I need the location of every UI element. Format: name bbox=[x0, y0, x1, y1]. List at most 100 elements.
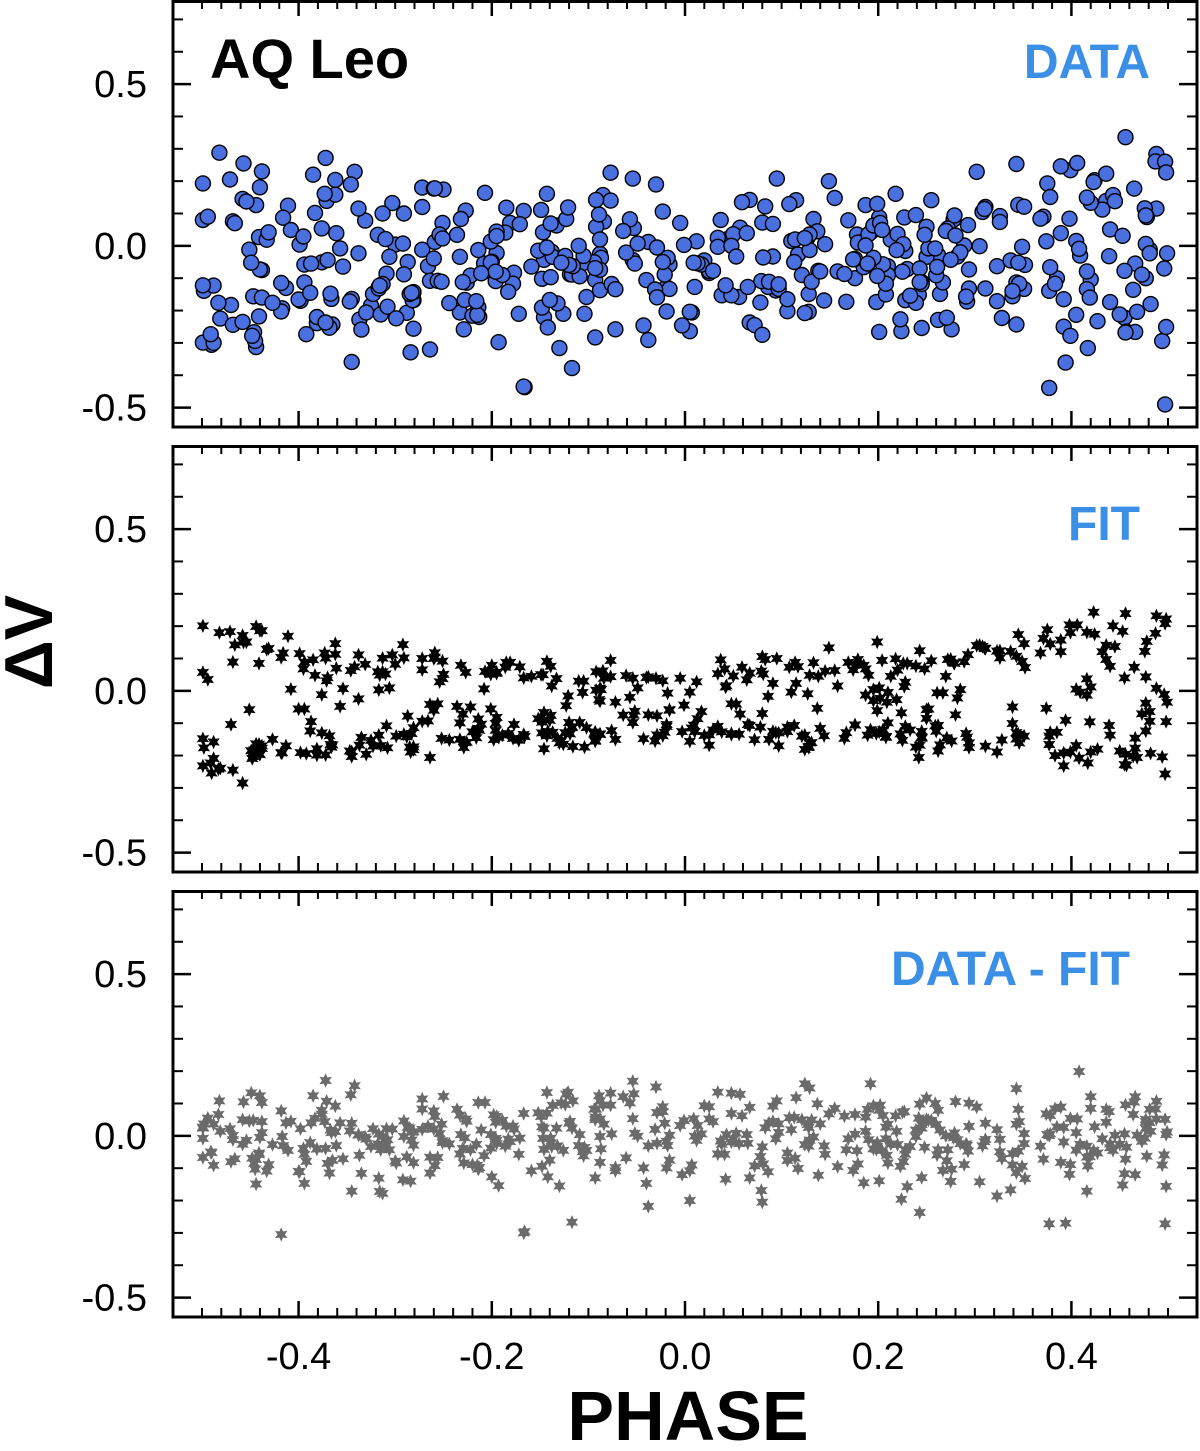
data-point bbox=[1010, 254, 1027, 271]
data-point bbox=[407, 1138, 420, 1153]
data-point bbox=[1157, 1147, 1171, 1163]
data-point bbox=[358, 304, 375, 321]
data-point bbox=[1050, 1119, 1064, 1134]
data-point bbox=[602, 192, 619, 209]
data-point bbox=[840, 212, 857, 229]
data-point bbox=[609, 695, 622, 710]
data-point bbox=[1128, 1089, 1142, 1104]
data-point bbox=[1043, 1216, 1056, 1231]
data-point bbox=[976, 1138, 989, 1154]
data-point bbox=[1159, 611, 1173, 627]
data-point bbox=[660, 1160, 673, 1176]
data-point bbox=[512, 1147, 526, 1162]
data-point bbox=[512, 733, 526, 748]
data-point bbox=[743, 665, 756, 681]
data-point bbox=[517, 1106, 530, 1121]
data-point bbox=[500, 283, 517, 300]
data-point bbox=[663, 1152, 676, 1168]
data-point bbox=[1012, 1102, 1025, 1117]
data-point bbox=[872, 680, 886, 696]
data-point bbox=[957, 288, 975, 305]
data-point bbox=[960, 261, 978, 278]
data-point bbox=[803, 668, 816, 683]
data-point bbox=[1118, 670, 1131, 686]
data-point bbox=[718, 661, 731, 677]
data-point bbox=[1072, 1064, 1086, 1079]
data-point bbox=[473, 265, 490, 282]
data-point bbox=[1040, 379, 1058, 397]
data-point bbox=[194, 277, 212, 294]
data-point bbox=[555, 733, 568, 748]
data-point bbox=[425, 250, 442, 267]
data-point bbox=[477, 1148, 491, 1163]
data-point bbox=[859, 1109, 872, 1125]
data-point bbox=[274, 209, 292, 226]
data-point bbox=[253, 163, 271, 180]
data-point bbox=[499, 1139, 512, 1154]
data-point bbox=[990, 1122, 1004, 1137]
data-point bbox=[534, 1109, 548, 1124]
data-point bbox=[313, 220, 330, 237]
data-point bbox=[761, 1164, 775, 1179]
data-point bbox=[1144, 746, 1157, 761]
data-point bbox=[298, 1176, 311, 1191]
data-point bbox=[890, 1124, 903, 1139]
data-point bbox=[565, 1215, 579, 1230]
data-point bbox=[887, 185, 904, 203]
data-point bbox=[1006, 716, 1019, 731]
data-point bbox=[1073, 1137, 1087, 1152]
data-point bbox=[791, 1161, 805, 1176]
data-point bbox=[1059, 1216, 1072, 1231]
data-point bbox=[407, 720, 420, 735]
data-point bbox=[931, 1103, 945, 1118]
data-point bbox=[266, 1137, 279, 1152]
data-point bbox=[1018, 660, 1032, 675]
data-point bbox=[435, 731, 448, 746]
data-point bbox=[757, 1156, 770, 1172]
x-tick-label: -0.4 bbox=[266, 1336, 331, 1378]
data-point bbox=[922, 701, 935, 717]
data-point bbox=[379, 1139, 392, 1154]
data-point bbox=[478, 664, 492, 679]
data-point bbox=[226, 214, 244, 232]
data-point bbox=[593, 1093, 607, 1109]
data-point bbox=[609, 1160, 622, 1175]
data-point bbox=[1139, 669, 1152, 685]
data-point bbox=[436, 671, 449, 686]
data-point bbox=[787, 718, 801, 733]
data-point bbox=[223, 624, 237, 639]
data-point bbox=[1158, 766, 1172, 782]
data-point bbox=[298, 701, 311, 717]
data-point bbox=[1140, 634, 1153, 649]
data-point bbox=[891, 1137, 904, 1152]
data-point bbox=[588, 1109, 602, 1125]
x-tick-label: 0.4 bbox=[1045, 1336, 1098, 1378]
data-point bbox=[488, 227, 505, 245]
data-point bbox=[323, 1165, 336, 1181]
data-point bbox=[879, 1131, 893, 1146]
data-point bbox=[194, 175, 212, 192]
data-point bbox=[725, 1085, 738, 1101]
data-point bbox=[213, 625, 226, 640]
data-point bbox=[292, 701, 305, 717]
data-point bbox=[1006, 699, 1019, 715]
data-point bbox=[728, 248, 745, 265]
data-point bbox=[826, 189, 843, 207]
y-tick-label: 0.5 bbox=[94, 509, 147, 551]
data-point bbox=[1085, 173, 1102, 191]
data-point bbox=[962, 1096, 976, 1111]
data-point bbox=[976, 200, 993, 218]
data-point bbox=[1070, 682, 1083, 697]
data-point bbox=[907, 206, 925, 224]
data-point bbox=[1150, 681, 1163, 696]
data-point bbox=[537, 705, 551, 720]
data-point bbox=[1006, 1157, 1019, 1173]
data-point bbox=[459, 665, 472, 680]
x-tick-label: -0.2 bbox=[459, 1336, 524, 1378]
data-point bbox=[654, 203, 671, 220]
data-point bbox=[781, 1145, 794, 1161]
data-point bbox=[957, 654, 971, 669]
data-point bbox=[344, 663, 357, 678]
data-point bbox=[884, 669, 897, 684]
data-point bbox=[266, 732, 279, 747]
